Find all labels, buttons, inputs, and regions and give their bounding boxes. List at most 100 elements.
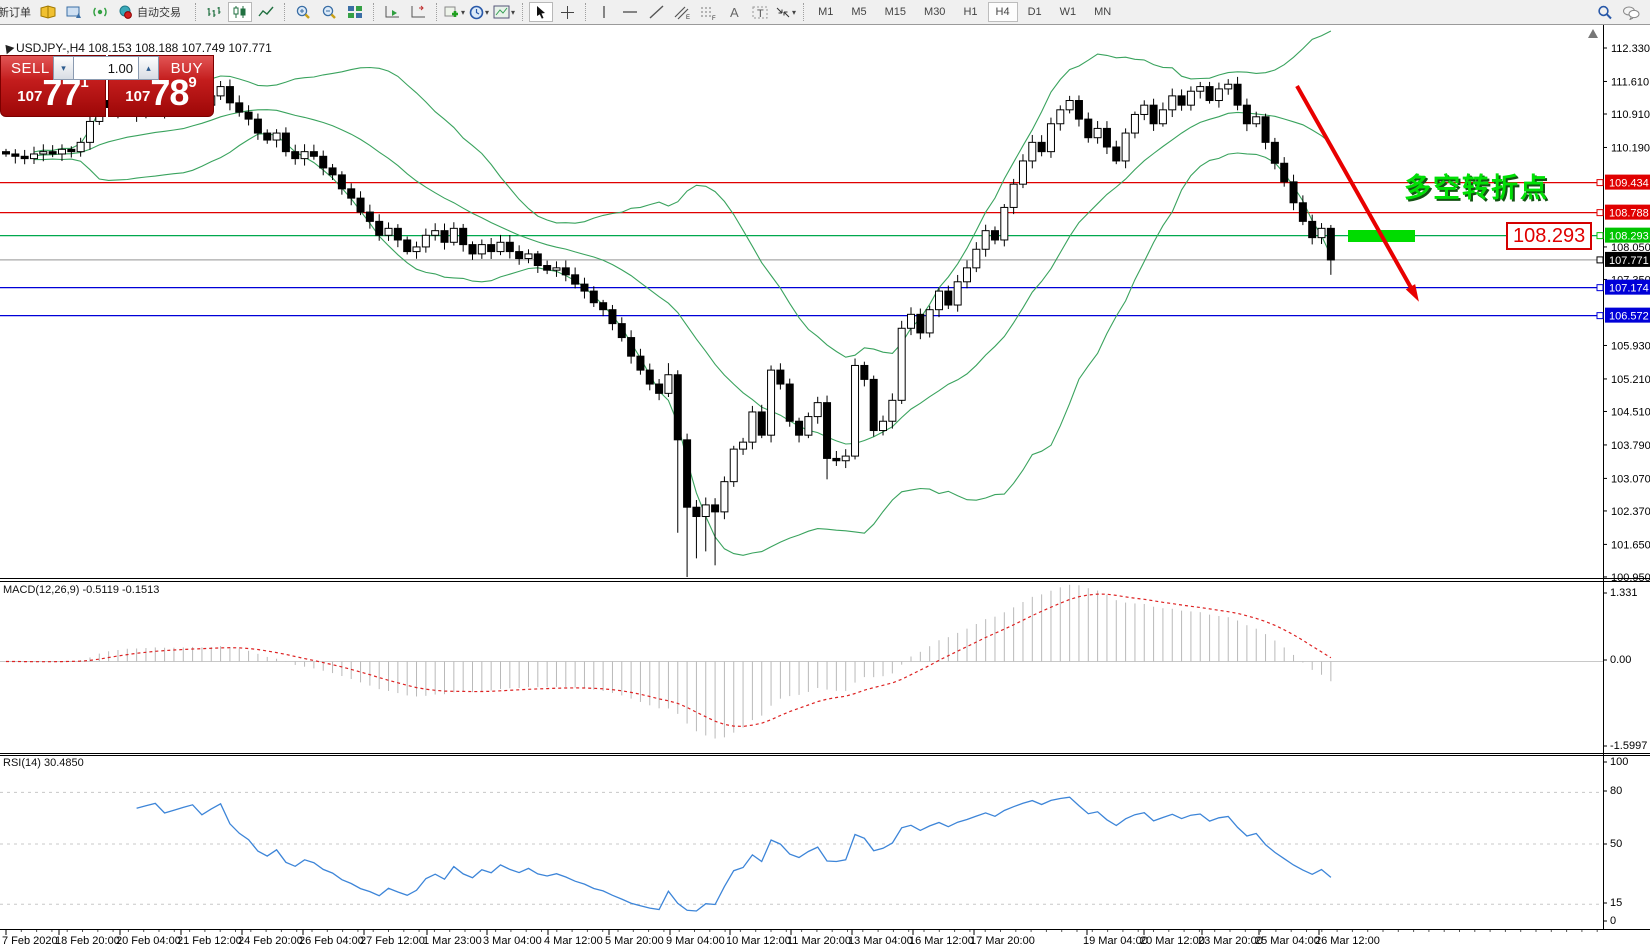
text-tool-icon[interactable]: A: [722, 2, 746, 22]
bear-candle: [291, 151, 300, 160]
bull-candle: [841, 455, 850, 462]
timeframe-m5[interactable]: M5: [851, 6, 867, 18]
price-badge-label: 108.788: [1609, 208, 1649, 220]
bear-candle: [683, 439, 692, 508]
volume-increase-button[interactable]: ▴: [138, 56, 159, 80]
candlestick-chart-icon[interactable]: [228, 2, 252, 22]
bollinger-middle-band: [33, 109, 1332, 445]
new-order-button[interactable]: 新订单: [0, 7, 31, 19]
auto-trading-button[interactable]: 自动交易: [114, 2, 189, 22]
timeframe-h1[interactable]: H1: [963, 6, 978, 18]
bear-candle: [440, 230, 449, 243]
bull-candle: [57, 148, 66, 155]
bear-candle: [20, 155, 29, 160]
rsi-axis-label: 15: [1610, 897, 1622, 909]
time-tick-label: 16 Mar 12:00: [909, 935, 974, 947]
bear-candle: [1177, 95, 1186, 106]
toolbar-separator: [195, 3, 196, 21]
bear-candle: [375, 220, 384, 236]
collapse-triangle-icon[interactable]: [1, 41, 15, 55]
timeframe-h4[interactable]: H4: [987, 2, 1018, 22]
timeframe-m30[interactable]: M30: [924, 6, 946, 18]
crosshair-tool-icon[interactable]: [555, 2, 579, 22]
bear-candle: [1084, 118, 1093, 139]
bull-candle: [1196, 86, 1205, 92]
price-tick-label: 110.910: [1611, 109, 1650, 121]
time-tick-label: 9 Mar 04:00: [666, 935, 725, 947]
search-icon[interactable]: [1593, 2, 1617, 22]
bear-candle: [692, 506, 701, 518]
toolbar-separator: [522, 3, 524, 21]
time-tick-label: 7 Feb 2020: [2, 935, 58, 947]
bear-candle: [1308, 220, 1317, 239]
bear-candle: [533, 253, 542, 267]
bear-candle: [11, 153, 20, 157]
down-trend-arrow[interactable]: [1295, 85, 1416, 294]
zoom-in-icon[interactable]: [291, 2, 315, 22]
indicators-button[interactable]: ▾: [443, 2, 466, 22]
bull-candle: [1140, 104, 1149, 115]
channel-tool-icon[interactable]: E: [670, 2, 694, 22]
signal-icon[interactable]: [88, 2, 112, 22]
candlestick-series[interactable]: [2, 76, 1335, 577]
volume-input[interactable]: [74, 56, 138, 80]
bull-candle: [972, 248, 981, 269]
bear-candle: [869, 378, 878, 432]
timeframe-d1[interactable]: D1: [1027, 6, 1042, 18]
auto-scroll-icon[interactable]: [380, 2, 404, 22]
chat-icon[interactable]: [1619, 2, 1643, 22]
svg-text:A: A: [730, 5, 739, 19]
price-badge-106.572: [1605, 307, 1650, 323]
bull-candle: [1000, 206, 1009, 241]
bear-candle: [571, 274, 580, 285]
fibonacci-tool-icon[interactable]: F: [696, 2, 720, 22]
bull-candle: [739, 441, 748, 450]
price-badge-108.788: [1605, 204, 1650, 220]
vertical-line-tool-icon[interactable]: [592, 2, 616, 22]
volume-decrease-button[interactable]: ▾: [53, 56, 74, 80]
timeframe-w1[interactable]: W1: [1059, 6, 1077, 18]
time-tick-label: 27 Feb 12:00: [360, 935, 425, 947]
time-tick-label: 4 Mar 12:00: [544, 935, 603, 947]
price-badge-label: 108.293: [1609, 231, 1649, 243]
bull-candle: [384, 227, 393, 236]
bull-candle: [897, 327, 906, 401]
label-tool-icon[interactable]: T: [748, 2, 772, 22]
bear-candle: [356, 197, 365, 213]
horizontal-line-tool-icon[interactable]: [618, 2, 642, 22]
price-callout-label[interactable]: 108.293: [1506, 222, 1593, 250]
bear-candle: [580, 283, 589, 292]
bear-candle: [1149, 104, 1158, 125]
rsi-axis-label: 50: [1610, 838, 1622, 850]
price-tick-label: 104.510: [1611, 406, 1650, 418]
bear-candle: [776, 369, 785, 385]
line-chart-icon[interactable]: [254, 2, 278, 22]
price-badge-anchor: [1596, 256, 1604, 264]
turning-point-annotation[interactable]: 多空转折点: [1404, 173, 1549, 203]
bull-candle: [981, 230, 990, 250]
zoom-out-icon[interactable]: [317, 2, 341, 22]
rsi-axis-label: 80: [1610, 785, 1622, 797]
trendline-tool-icon[interactable]: [644, 2, 668, 22]
svg-text:T: T: [757, 8, 764, 20]
bar-chart-icon[interactable]: [202, 2, 226, 22]
market-watch-icon[interactable]: [36, 2, 60, 22]
tile-windows-icon[interactable]: [343, 2, 367, 22]
timeframe-m15[interactable]: M15: [884, 6, 907, 18]
scroll-top-marker[interactable]: [1588, 29, 1598, 38]
bear-candle: [561, 267, 570, 276]
periods-button[interactable]: ▾: [468, 2, 490, 22]
bull-candle: [1028, 141, 1037, 162]
timeframe-m1[interactable]: M1: [818, 6, 834, 18]
publish-icon[interactable]: [62, 2, 86, 22]
arrows-tool-button[interactable]: ▾: [774, 2, 797, 22]
toolbar: 新订单 自动交易 ▾ ▾ ▾ E F A T ▾ M: [0, 0, 1650, 25]
cursor-tool-icon[interactable]: [529, 2, 554, 22]
timeframe-mn[interactable]: MN: [1094, 6, 1112, 18]
templates-button[interactable]: ▾: [492, 2, 516, 22]
bear-candle: [67, 148, 76, 153]
chart-shift-icon[interactable]: [406, 2, 430, 22]
price-badge-label: 107.771: [1609, 255, 1649, 267]
